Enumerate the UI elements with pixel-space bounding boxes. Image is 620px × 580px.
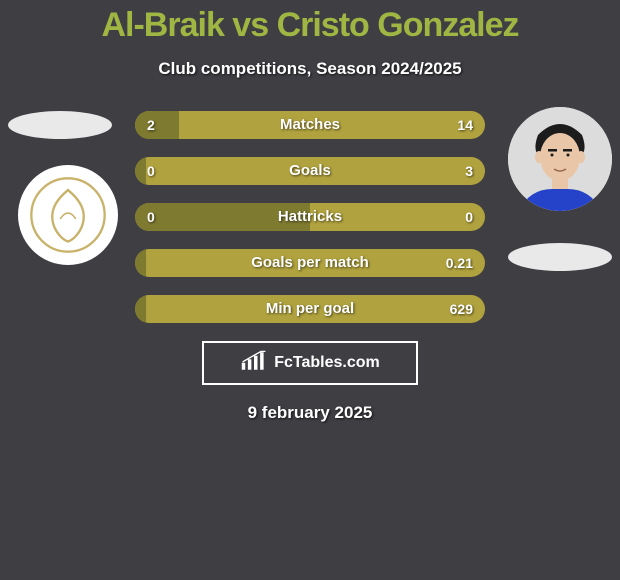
date: 9 february 2025: [0, 403, 620, 423]
left-player-avatar-placeholder: [8, 111, 112, 139]
stat-label: Matches: [135, 111, 485, 139]
stat-value-right: 3: [465, 157, 473, 185]
stat-row-goals: 0 Goals 3: [135, 157, 485, 185]
stat-row-matches: 2 Matches 14: [135, 111, 485, 139]
stat-row-min-per-goal: Min per goal 629: [135, 295, 485, 323]
subtitle: Club competitions, Season 2024/2025: [0, 59, 620, 79]
stat-value-right: 629: [450, 295, 473, 323]
stat-label: Goals per match: [135, 249, 485, 277]
stat-label: Min per goal: [135, 295, 485, 323]
stat-value-right: 14: [457, 111, 473, 139]
stat-value-right: 0.21: [446, 249, 473, 277]
stat-row-hattricks: 0 Hattricks 0: [135, 203, 485, 231]
page-title: Al-Braik vs Cristo Gonzalez: [0, 0, 620, 45]
attribution-text: FcTables.com: [274, 354, 380, 372]
stat-label: Goals: [135, 157, 485, 185]
stat-bars: 2 Matches 14 0 Goals 3 0 Hattricks 0 Goa…: [135, 111, 485, 323]
stat-value-right: 0: [465, 203, 473, 231]
attribution-box: FcTables.com: [202, 341, 418, 385]
stat-row-goals-per-match: Goals per match 0.21: [135, 249, 485, 277]
right-player-avatar: [508, 107, 612, 211]
stat-label: Hattricks: [135, 203, 485, 231]
chart-icon: [240, 350, 268, 377]
right-player-club-logo-placeholder: [508, 243, 612, 271]
left-player-club-logo: [18, 165, 118, 265]
comparison-stage: 2 Matches 14 0 Goals 3 0 Hattricks 0 Goa…: [0, 111, 620, 323]
